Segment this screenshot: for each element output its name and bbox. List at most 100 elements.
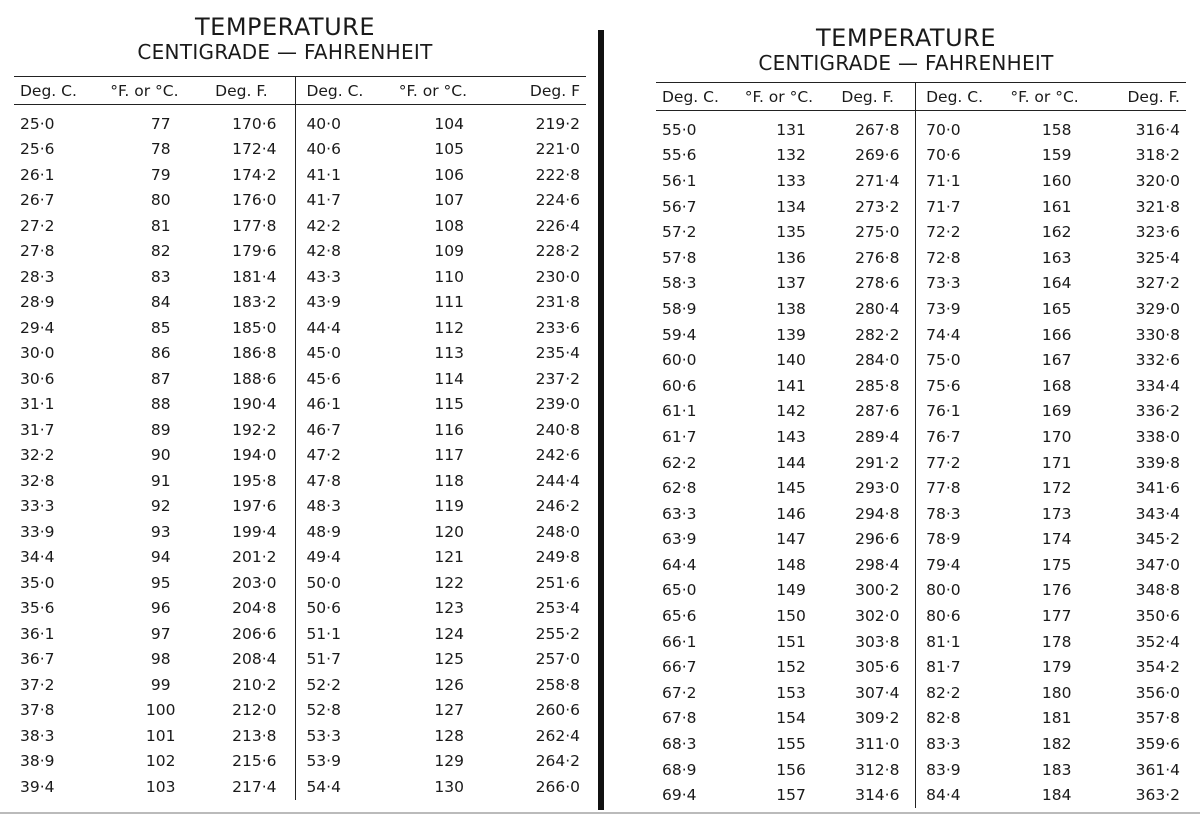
column-header-deg-f: Deg. F	[501, 76, 586, 105]
deg-f-cell: 248·0	[535, 522, 580, 541]
deg-c-cell: 51·7	[295, 646, 397, 672]
deg-c-cell: 66·7	[662, 658, 697, 677]
column-header-value: °F. or °C.	[742, 82, 840, 111]
deg-c-cell: 48·3	[295, 493, 397, 519]
deg-f-cell: 201·2	[232, 548, 277, 567]
table-row: 62·2 144 291·2 77·2 171 339·8	[656, 449, 1186, 476]
deg-c-cell: 38·3	[20, 726, 55, 745]
value-cell: 124	[434, 624, 464, 643]
value-cell: 157	[776, 786, 806, 805]
deg-f-cell: 251·6	[535, 573, 580, 592]
deg-f-cell: 329·0	[1135, 299, 1180, 318]
value-cell: 98	[150, 650, 171, 669]
deg-f-cell: 204·8	[232, 599, 277, 618]
value-cell: 125	[434, 650, 464, 669]
table-row: 26·1 79 174·2 41·1 106 222·8	[14, 162, 586, 188]
deg-c-cell: 53·9	[295, 748, 397, 774]
value-cell: 117	[434, 446, 464, 465]
deg-c-cell: 67·8	[662, 709, 697, 728]
value-cell: 154	[776, 709, 806, 728]
deg-f-cell: 318·2	[1135, 146, 1180, 165]
deg-c-cell: 38·9	[20, 752, 55, 771]
deg-f-cell: 343·4	[1135, 504, 1180, 523]
deg-c-cell: 41·7	[295, 187, 397, 213]
deg-f-cell: 231·8	[535, 293, 580, 312]
value-cell: 142	[776, 402, 806, 421]
deg-c-cell: 35·0	[20, 573, 55, 592]
deg-f-cell: 266·0	[535, 777, 580, 796]
deg-f-cell: 287·6	[855, 402, 900, 421]
table-row: 39·4 103 217·4 54·4 130 266·0	[14, 774, 586, 800]
deg-f-cell: 190·4	[232, 395, 277, 414]
table-row: 65·0 149 300·2 80·0 176 348·8	[656, 577, 1186, 604]
deg-f-cell: 237·2	[535, 369, 580, 388]
value-cell: 184	[1041, 786, 1072, 805]
deg-c-cell: 77·2	[915, 449, 1009, 476]
deg-c-cell: 30·6	[20, 369, 55, 388]
value-cell: 155	[776, 735, 806, 754]
value-cell: 106	[434, 165, 464, 184]
value-cell: 84	[150, 293, 171, 312]
value-cell: 116	[434, 420, 464, 439]
table-row: 27·2 81 177·8 42·2 108 226·4	[14, 213, 586, 239]
deg-c-cell: 76·7	[915, 424, 1009, 450]
value-cell: 135	[776, 223, 806, 242]
deg-c-cell: 63·9	[662, 530, 697, 549]
value-cell: 139	[776, 325, 806, 344]
value-cell: 91	[150, 471, 171, 490]
table-row: 31·7 89 192·2 46·7 116 240·8	[14, 417, 586, 443]
deg-f-cell: 183·2	[232, 293, 277, 312]
deg-f-cell: 321·8	[1135, 197, 1180, 216]
value-cell: 134	[776, 197, 806, 216]
deg-c-cell: 36·1	[20, 624, 55, 643]
deg-c-cell: 25·6	[20, 140, 55, 159]
table-row: 27·8 82 179·6 42·8 109 228·2	[14, 238, 586, 264]
table-row: 30·6 87 188·6 45·6 114 237·2	[14, 366, 586, 392]
deg-f-cell: 271·4	[855, 171, 900, 190]
value-cell: 103	[145, 777, 176, 796]
deg-f-cell: 354·2	[1135, 658, 1180, 677]
deg-f-cell: 217·4	[232, 777, 277, 796]
table-row: 26·7 80 176·0 41·7 107 224·6	[14, 187, 586, 213]
deg-c-cell: 71·7	[915, 193, 1009, 220]
value-cell: 104	[434, 114, 464, 133]
deg-c-cell: 59·4	[662, 325, 697, 344]
table-row: 65·6 150 302·0 80·6 177 350·6	[656, 603, 1186, 629]
deg-f-cell: 311·0	[855, 735, 900, 754]
deg-c-cell: 62·8	[662, 479, 697, 498]
column-header-deg-f: Deg. F.	[1105, 82, 1186, 111]
deg-c-cell: 39·4	[20, 777, 55, 796]
conversion-table: Deg. C. °F. or °C. Deg. F. Deg. C. °F. o…	[656, 82, 1186, 809]
deg-f-cell: 174·2	[232, 165, 277, 184]
table-row: 31·1 88 190·4 46·1 115 239·0	[14, 391, 586, 417]
value-cell: 119	[434, 497, 464, 516]
deg-f-cell: 176·0	[232, 191, 277, 210]
column-header-deg-c: Deg. C.	[295, 76, 397, 105]
deg-c-cell: 79·4	[915, 552, 1009, 578]
deg-f-cell: 359·6	[1135, 735, 1180, 754]
deg-c-cell: 29·4	[20, 318, 55, 337]
value-cell: 178	[1041, 632, 1072, 651]
value-cell: 87	[150, 369, 171, 388]
deg-f-cell: 249·8	[535, 548, 580, 567]
deg-f-cell: 276·8	[855, 248, 900, 267]
deg-c-cell: 47·8	[295, 468, 397, 494]
table-row: 28·9 84 183·2 43·9 111 231·8	[14, 289, 586, 315]
deg-f-cell: 320·0	[1135, 171, 1180, 190]
deg-c-cell: 78·9	[915, 526, 1009, 553]
column-header-deg-c: Deg. C.	[14, 76, 109, 105]
deg-f-cell: 235·4	[535, 344, 580, 363]
value-cell: 136	[776, 248, 806, 267]
deg-c-cell: 77·8	[915, 475, 1009, 501]
value-cell: 108	[434, 216, 464, 235]
deg-c-cell: 42·2	[295, 213, 397, 239]
deg-c-cell: 83·9	[915, 756, 1009, 783]
value-cell: 130	[434, 777, 464, 796]
deg-c-cell: 80·6	[915, 603, 1009, 629]
value-cell: 148	[776, 555, 806, 574]
table-row: 68·3 155 311·0 83·3 182 359·6	[656, 731, 1186, 757]
deg-f-cell: 298·4	[855, 555, 900, 574]
column-header-deg-c: Deg. C.	[915, 82, 1009, 111]
value-cell: 156	[776, 760, 806, 779]
deg-f-cell: 307·4	[855, 683, 900, 702]
